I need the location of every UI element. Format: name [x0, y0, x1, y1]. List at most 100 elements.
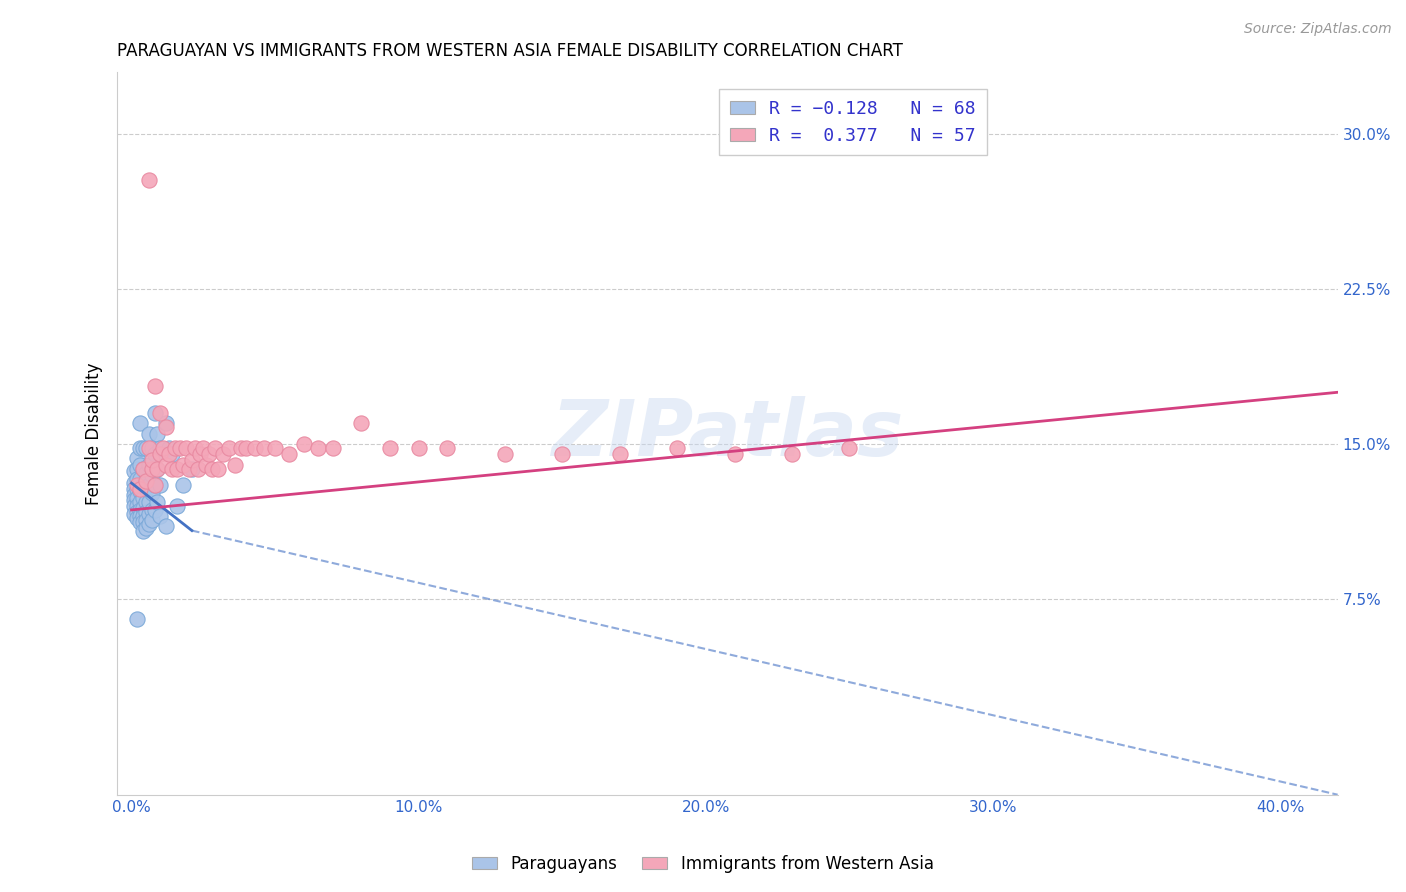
Point [127, 612, 149, 626]
Point [129, 494, 152, 508]
Point [135, 521, 157, 535]
Point [132, 516, 155, 530]
Point [129, 484, 152, 499]
Point [157, 447, 180, 461]
Point [350, 416, 373, 430]
Point [143, 379, 166, 393]
Point [132, 478, 155, 492]
Point [149, 478, 172, 492]
Point [129, 483, 152, 497]
Point [408, 441, 430, 455]
Point [494, 447, 516, 461]
Point [198, 447, 221, 461]
Point [132, 509, 155, 524]
Point [187, 461, 209, 475]
Point [146, 426, 169, 441]
Point [155, 458, 177, 472]
Point [127, 511, 149, 525]
Point [127, 461, 149, 475]
Point [141, 486, 163, 500]
Point [143, 447, 166, 461]
Point [436, 441, 458, 455]
Point [322, 441, 344, 455]
Point [378, 441, 401, 455]
Point [127, 491, 149, 505]
Point [204, 441, 226, 455]
Point [212, 447, 235, 461]
Point [149, 441, 172, 455]
Point [160, 447, 183, 461]
Point [180, 461, 202, 475]
Point [138, 458, 160, 472]
Point [124, 499, 146, 513]
Point [141, 453, 163, 467]
Legend: Paraguayans, Immigrants from Western Asia: Paraguayans, Immigrants from Western Asi… [465, 848, 941, 880]
Point [172, 478, 194, 492]
Point [132, 500, 155, 515]
Point [780, 447, 803, 461]
Point [138, 172, 160, 186]
Point [135, 483, 157, 497]
Point [160, 461, 183, 475]
Point [135, 494, 157, 508]
Point [138, 517, 160, 532]
Point [141, 503, 163, 517]
Point [141, 467, 163, 482]
Point [180, 453, 202, 467]
Point [135, 466, 157, 480]
Point [157, 441, 180, 455]
Point [177, 461, 200, 475]
Point [143, 406, 166, 420]
Point [292, 437, 315, 451]
Point [195, 458, 218, 472]
Point [132, 441, 155, 455]
Point [183, 441, 205, 455]
Point [253, 441, 276, 455]
Text: ZIPatlas: ZIPatlas [551, 395, 904, 472]
Point [141, 513, 163, 527]
Point [124, 476, 146, 491]
Point [129, 472, 152, 486]
Point [207, 461, 229, 475]
Point [146, 494, 169, 508]
Legend: R = −0.128   N = 68, R =  0.377   N = 57: R = −0.128 N = 68, R = 0.377 N = 57 [718, 88, 987, 155]
Point [229, 441, 252, 455]
Point [127, 472, 149, 486]
Point [129, 516, 152, 530]
Point [146, 461, 169, 475]
Point [138, 426, 160, 441]
Point [129, 458, 152, 472]
Point [143, 478, 166, 492]
Point [838, 441, 860, 455]
Y-axis label: Female Disability: Female Disability [86, 362, 103, 505]
Point [264, 441, 287, 455]
Point [141, 461, 163, 475]
Point [143, 503, 166, 517]
Point [609, 447, 631, 461]
Point [135, 474, 157, 488]
Point [127, 483, 149, 497]
Point [307, 441, 329, 455]
Point [146, 461, 169, 475]
Point [135, 441, 157, 455]
Point [190, 447, 212, 461]
Point [135, 505, 157, 519]
Point [129, 441, 152, 455]
Text: PARAGUAYAN VS IMMIGRANTS FROM WESTERN ASIA FEMALE DISABILITY CORRELATION CHART: PARAGUAYAN VS IMMIGRANTS FROM WESTERN AS… [117, 42, 903, 60]
Point [132, 524, 155, 538]
Point [149, 509, 172, 524]
Point [138, 507, 160, 521]
Point [132, 461, 155, 475]
Point [166, 461, 188, 475]
Point [235, 441, 257, 455]
Point [155, 519, 177, 533]
Point [243, 441, 266, 455]
Point [138, 441, 160, 455]
Point [135, 513, 157, 527]
Point [149, 447, 172, 461]
Point [124, 483, 146, 497]
Point [141, 441, 163, 455]
Point [138, 494, 160, 508]
Point [201, 461, 224, 475]
Point [132, 491, 155, 505]
